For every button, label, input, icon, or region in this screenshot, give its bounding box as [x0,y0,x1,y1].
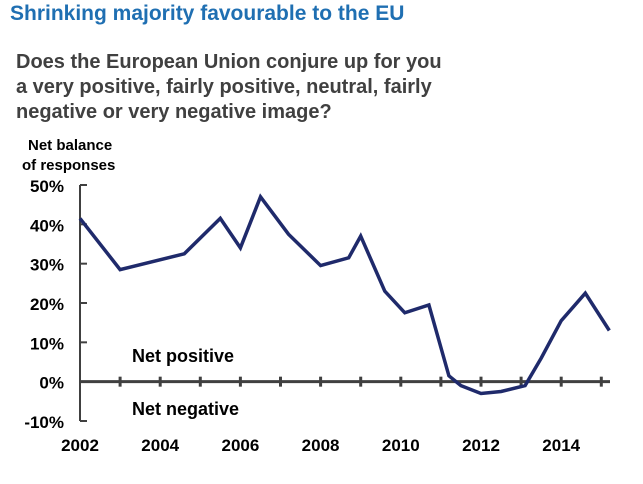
y-tick-label: -10% [24,413,64,432]
y-tick-label: 50% [30,177,64,196]
series-line-net-balance [78,193,611,396]
x-tick-label: 2012 [462,436,500,455]
y-tick-label: 0% [39,374,64,393]
question-line-3: negative or very negative image? [16,101,332,123]
y-tick-label: 40% [30,216,64,235]
question-line-1: Does the European Union conjure up for y… [16,51,442,73]
y-axis-label-line-2: of responses [22,157,115,174]
net-positive-annotation: Net positive [132,346,234,366]
y-tick-label: 10% [30,334,64,353]
x-tick-label: 2002 [61,436,99,455]
y-tick-label: 20% [30,295,64,314]
net-negative-annotation: Net negative [132,399,239,419]
x-tick-label: 2010 [382,436,420,455]
x-tick-label: 2006 [221,436,259,455]
y-axis-label-line-1: Net balance [28,137,112,154]
x-tick-label: 2004 [141,436,179,455]
y-tick-label: 30% [30,256,64,275]
x-tick-label: 2014 [542,436,580,455]
x-tick-label: 2008 [302,436,340,455]
chart-title: Shrinking majority favourable to the EU [10,2,405,25]
question-line-2: a very positive, fairly positive, neutra… [16,76,432,98]
chart-question: Does the European Union conjure up for y… [16,50,516,125]
